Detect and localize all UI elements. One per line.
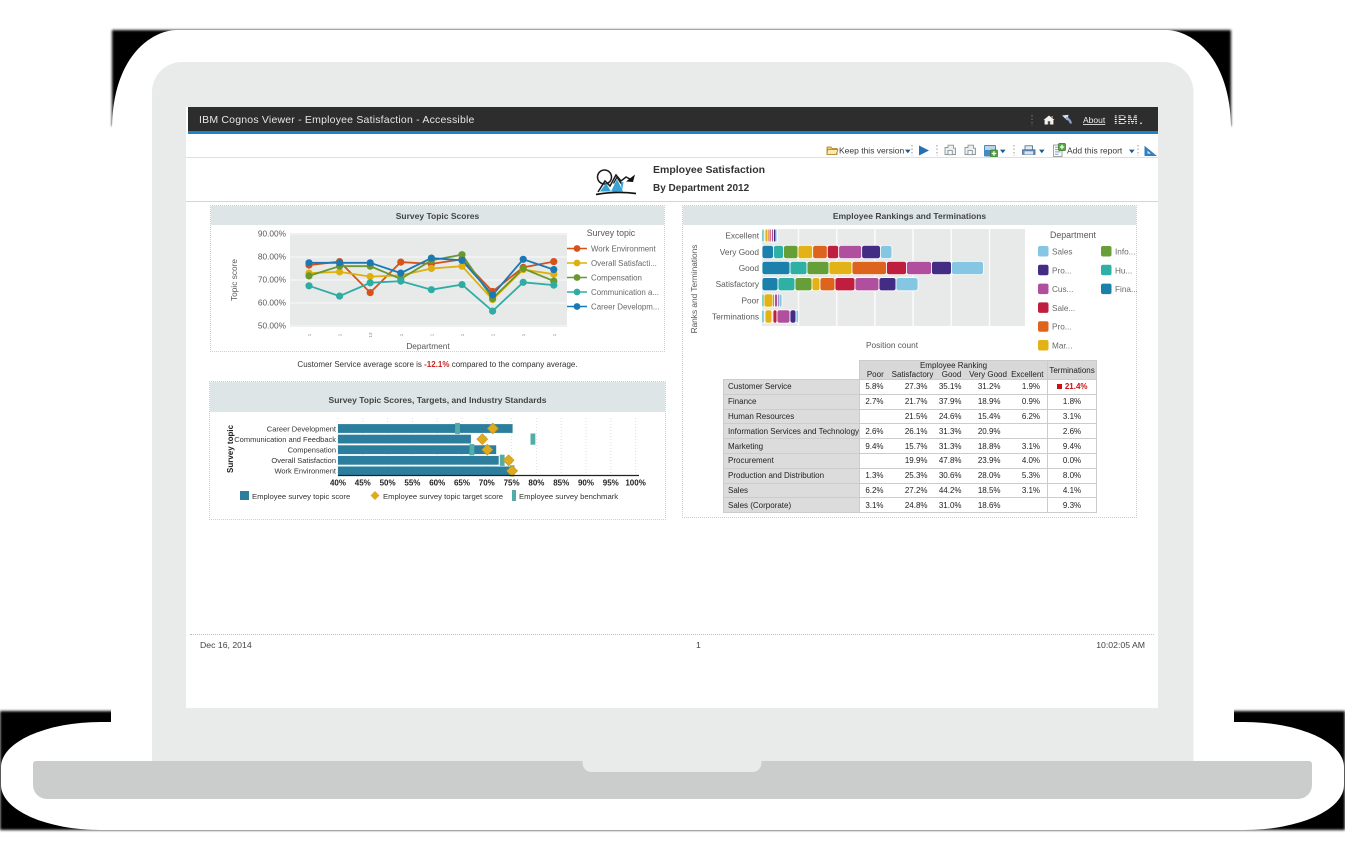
svg-text:Overall Satisfacti...: Overall Satisfacti... [591, 259, 657, 268]
svg-text:1: 1 [338, 333, 343, 336]
svg-text:Mar...: Mar... [1052, 342, 1072, 351]
svg-text:Ranks and Terminations: Ranks and Terminations [689, 245, 699, 334]
svg-text:1: 1 [491, 333, 496, 336]
svg-text:Compensation: Compensation [288, 446, 336, 455]
svg-text:Very Good: Very Good [720, 247, 760, 257]
svg-text:Employee survey topic target s: Employee survey topic target score [383, 492, 503, 501]
svg-text:Poor: Poor [741, 295, 759, 305]
svg-text:Sales: Sales [1052, 248, 1072, 257]
svg-text:Excellent: Excellent [725, 230, 759, 240]
svg-text:Department: Department [1050, 230, 1097, 240]
svg-text:65%: 65% [454, 479, 470, 488]
svg-text:Compensation: Compensation [591, 274, 642, 283]
svg-text:Career Developm...: Career Developm... [591, 303, 659, 312]
svg-text:Survey topic: Survey topic [226, 424, 235, 473]
svg-text:40%: 40% [330, 479, 346, 488]
svg-text:Cus...: Cus... [1052, 285, 1073, 294]
svg-text:1: 1 [307, 333, 312, 336]
svg-text:Topic score: Topic score [229, 259, 239, 301]
svg-text:45%: 45% [355, 479, 371, 488]
svg-text:70.00%: 70.00% [258, 275, 287, 285]
svg-text:1: 1 [399, 333, 404, 336]
svg-text:Info...: Info... [1115, 248, 1135, 257]
svg-text:Add this report: Add this report [1067, 146, 1123, 156]
svg-text:1: 1 [460, 333, 465, 336]
svg-text:Career Development: Career Development [267, 424, 337, 433]
svg-text:1: 1 [429, 333, 434, 336]
svg-text:Communication a...: Communication a... [591, 288, 659, 297]
svg-text:Hu...: Hu... [1115, 266, 1132, 275]
svg-text:Work Environment: Work Environment [274, 467, 336, 476]
svg-text:Employee survey benchmark: Employee survey benchmark [519, 492, 618, 501]
svg-text:Keep this version: Keep this version [839, 146, 904, 156]
svg-text:Overall Satisfaction: Overall Satisfaction [271, 456, 336, 465]
svg-text:90.00%: 90.00% [258, 229, 287, 239]
svg-text:60%: 60% [429, 479, 445, 488]
svg-text:70%: 70% [479, 479, 495, 488]
svg-text:Work Environment: Work Environment [591, 245, 657, 254]
svg-text:Fina...: Fina... [1115, 285, 1137, 294]
svg-text:Employee survey topic score: Employee survey topic score [252, 492, 350, 501]
svg-text:50.00%: 50.00% [258, 321, 287, 331]
svg-text:1: 1 [552, 333, 557, 336]
svg-text:80.00%: 80.00% [258, 252, 287, 262]
svg-text:About: About [1083, 115, 1106, 125]
svg-text:Sale...: Sale... [1052, 304, 1075, 313]
svg-text:100%: 100% [625, 479, 645, 488]
svg-text:Good: Good [739, 263, 760, 273]
svg-text:Satisfactory: Satisfactory [716, 279, 760, 289]
svg-text:80%: 80% [528, 479, 544, 488]
svg-text:75%: 75% [504, 479, 520, 488]
svg-text:95%: 95% [603, 479, 619, 488]
svg-text:Position count: Position count [866, 340, 919, 350]
svg-text:Communication and Feedback: Communication and Feedback [234, 435, 336, 444]
svg-text:55%: 55% [404, 479, 420, 488]
svg-text:Department: Department [406, 341, 450, 351]
svg-text:50%: 50% [380, 479, 396, 488]
svg-text:13: 13 [368, 332, 373, 338]
svg-text:Pro...: Pro... [1052, 266, 1072, 275]
svg-text:60.00%: 60.00% [258, 298, 287, 308]
svg-text:Terminations: Terminations [712, 311, 759, 321]
svg-text:85%: 85% [553, 479, 569, 488]
svg-text:Survey topic: Survey topic [587, 228, 636, 238]
svg-text:Pro...: Pro... [1052, 323, 1072, 332]
svg-text:90%: 90% [578, 479, 594, 488]
svg-text:1: 1 [521, 333, 526, 336]
